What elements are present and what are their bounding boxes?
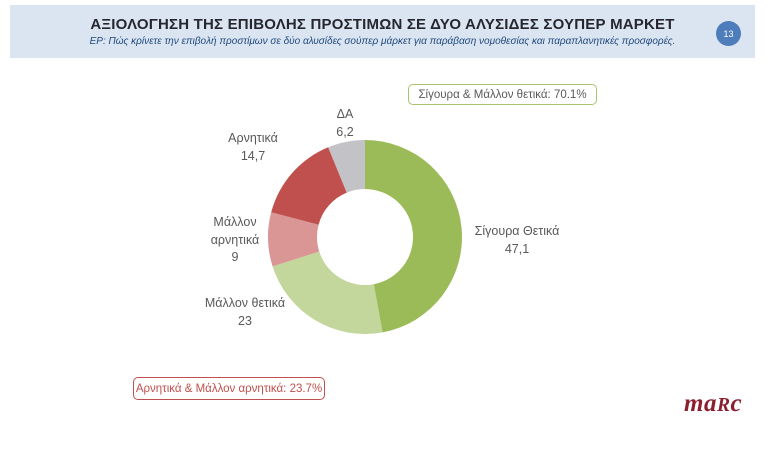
slice-value: 47,1 [504, 241, 530, 256]
slice-value: 14,7 [240, 148, 266, 163]
slice-category: ΔΑ [336, 107, 354, 121]
donut-slice-2 [268, 212, 320, 267]
logo-part: R [716, 395, 731, 416]
slice-value: 23 [238, 313, 252, 328]
slice-category: Μάλλον αρνητικά [210, 215, 260, 247]
callout-positive-total: Σίγουρα & Μάλλον θετικά: 70.1% [408, 84, 597, 105]
slice-value: 6,2 [336, 124, 354, 139]
marc-logo: maRc [684, 390, 742, 418]
slice-category: Μάλλον θετικά [204, 296, 286, 310]
logo-part: c [730, 390, 743, 417]
slice-label-mallon-thetika: Μάλλον θετικά 23 [175, 295, 315, 330]
page-subtitle: ΕΡ: Πώς κρίνετε την επιβολή προστίμων σε… [89, 36, 676, 47]
donut-chart [268, 140, 462, 334]
header-band: ΑΞΙΟΛΟΓΗΣΗ ΤΗΣ ΕΠΙΒΟΛΗΣ ΠΡΟΣΤΙΜΩΝ ΣΕ ΔΥΟ… [10, 5, 755, 58]
page-number-badge: 13 [716, 21, 741, 46]
slice-label-arnitika: Αρνητικά 14,7 [213, 130, 293, 165]
logo-part: ma [684, 390, 717, 417]
callout-negative-total: Αρνητικά & Μάλλον αρνητικά: 23.7% [133, 377, 325, 400]
donut-slice-1 [272, 251, 383, 334]
donut-slice-0 [365, 140, 462, 333]
slice-label-mallon-arnitika: Μάλλον αρνητικά 9 [195, 214, 275, 267]
slice-label-sigoura-thetika: Σίγουρα Θετικά 47,1 [447, 223, 587, 258]
slice-category: Αρνητικά [228, 131, 278, 145]
slice-label-da: ΔΑ 6,2 [310, 106, 380, 141]
donut-slice-3 [271, 147, 347, 225]
slice-value: 9 [231, 250, 239, 264]
slice-category: Σίγουρα Θετικά [474, 224, 560, 238]
donut-slice-4 [328, 140, 365, 193]
page-title: ΑΞΙΟΛΟΓΗΣΗ ΤΗΣ ΕΠΙΒΟΛΗΣ ΠΡΟΣΤΙΜΩΝ ΣΕ ΔΥΟ… [90, 16, 675, 33]
